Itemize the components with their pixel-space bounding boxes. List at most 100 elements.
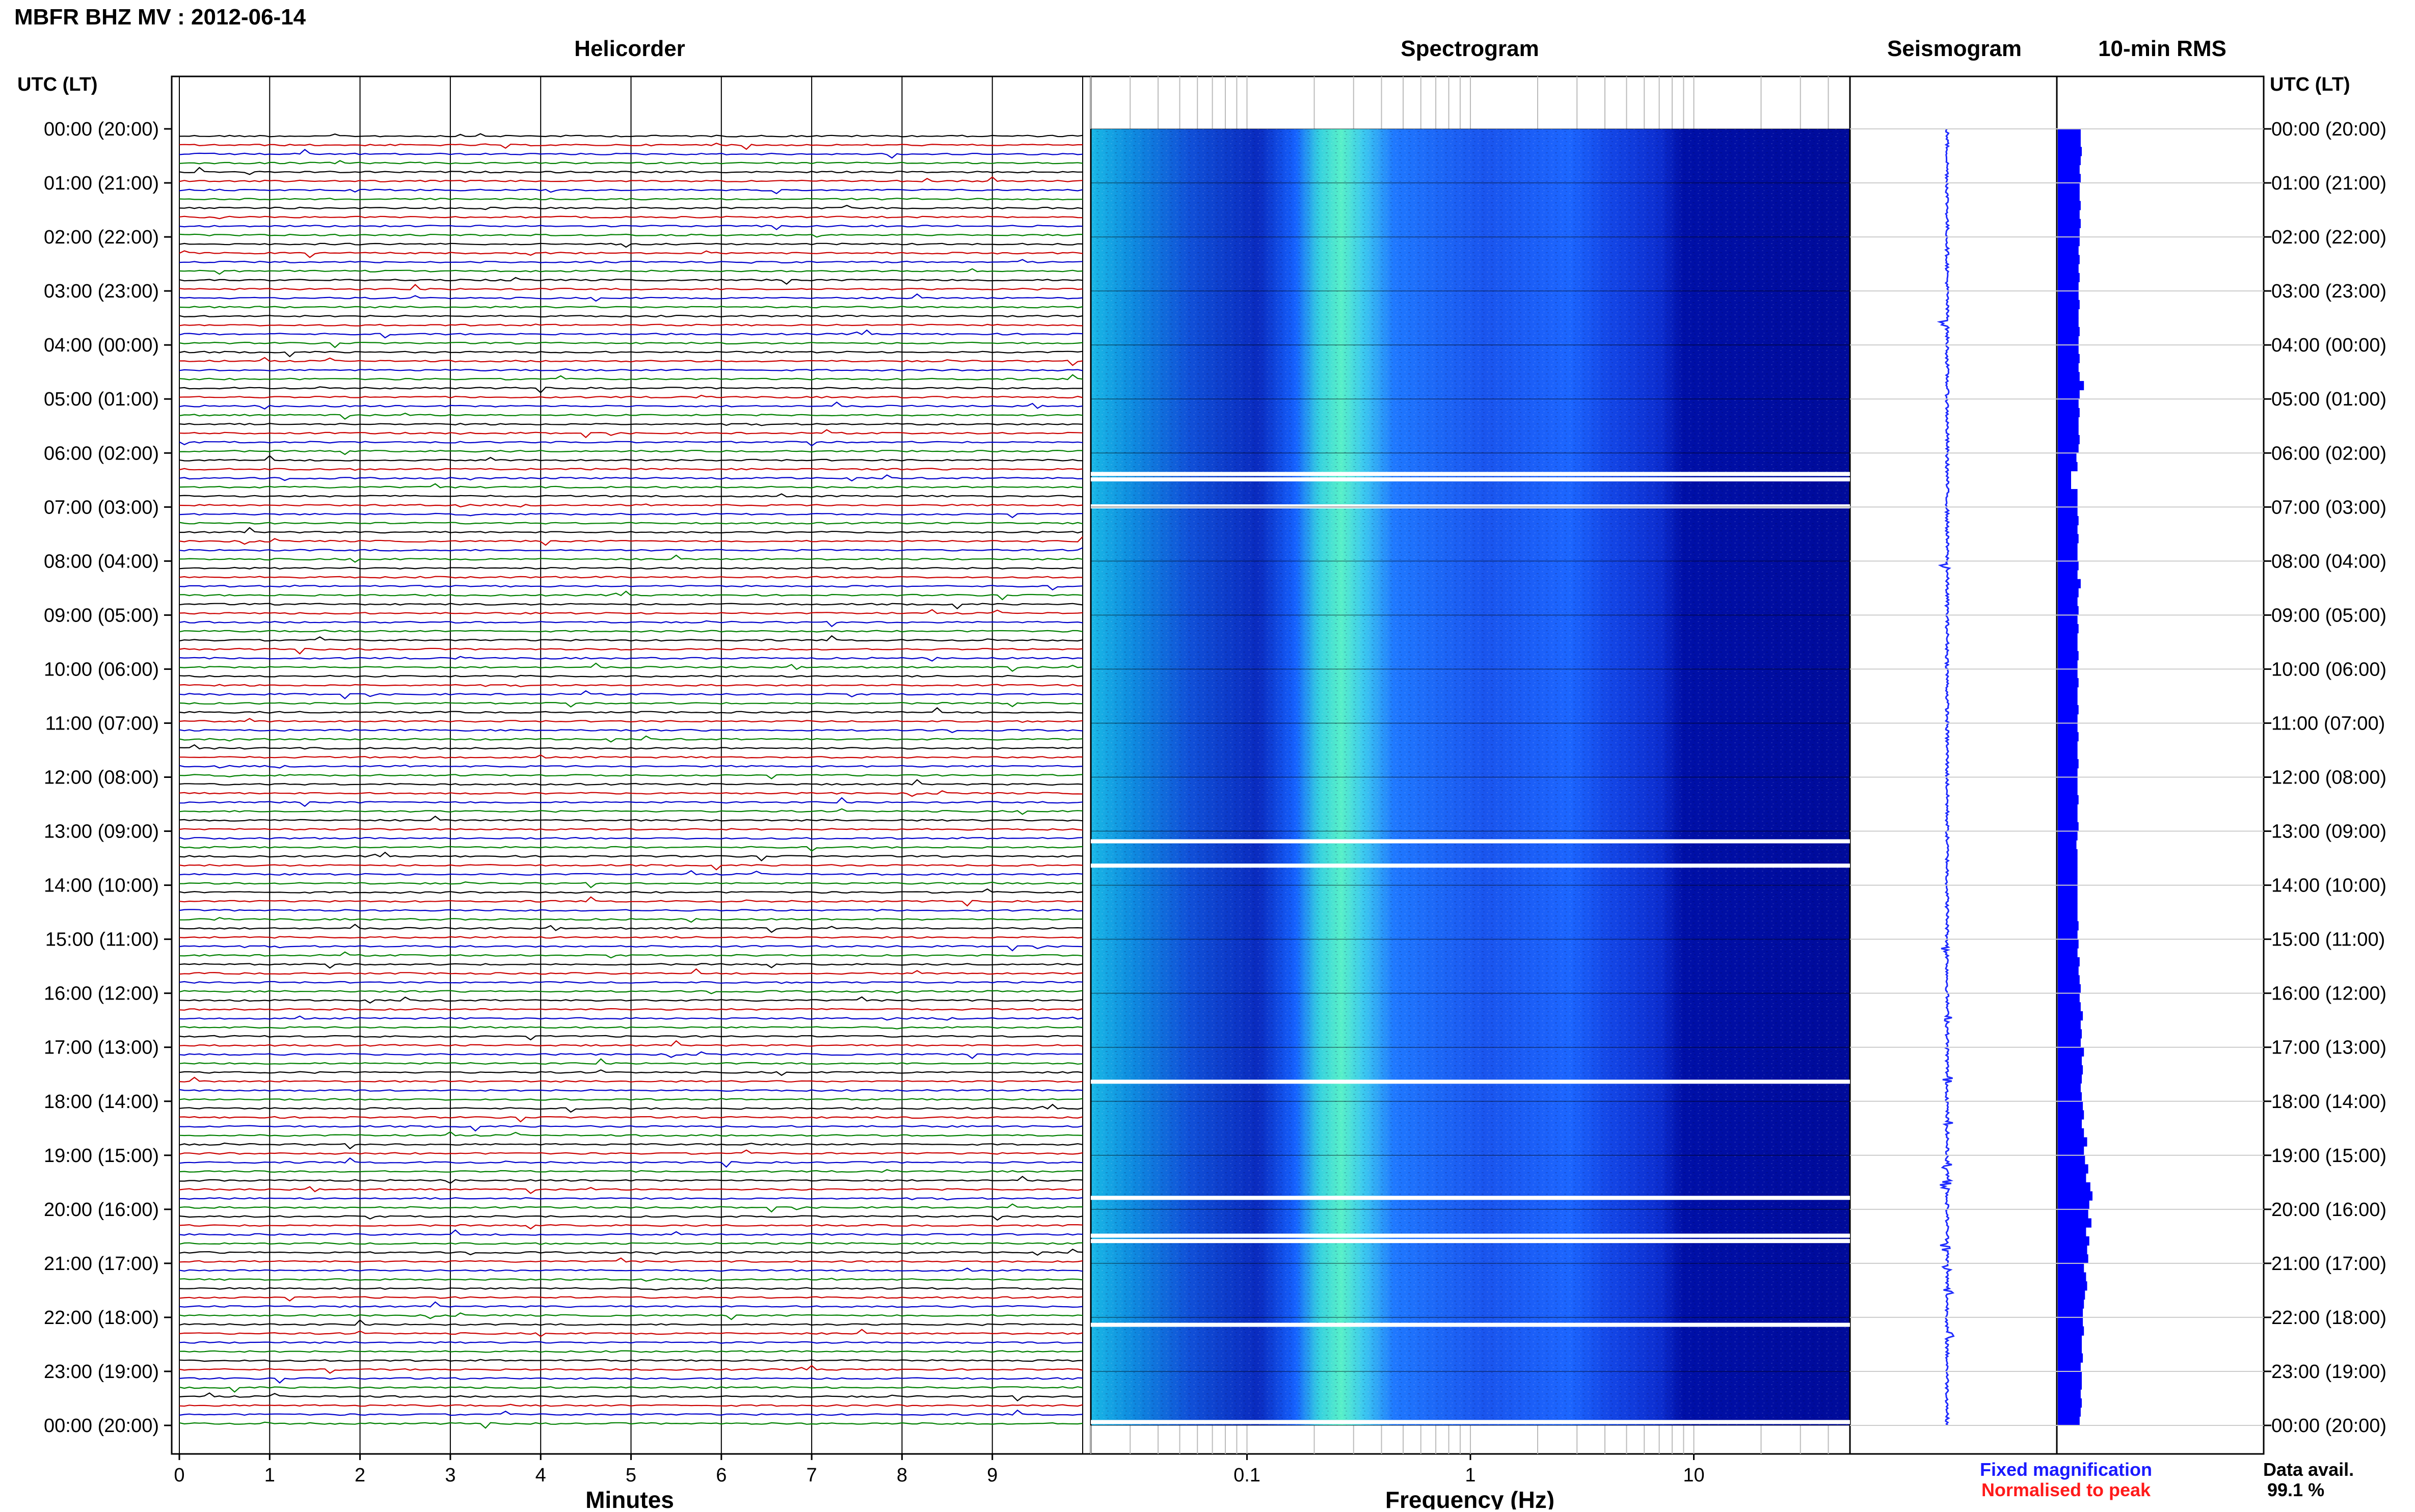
time-label-left: 13:00 (09:00) [44,821,159,843]
panel-title-rms: 10-min RMS [2098,36,2226,61]
rms-bar [2058,786,2078,796]
rms-bar [2058,210,2080,220]
rms-bar [2058,678,2079,688]
helicorder-trace-row [179,357,1083,366]
rms-bar [2058,1002,2081,1012]
time-label-right: 00:00 (20:00) [2271,119,2386,140]
helicorder-trace-row [179,1097,1083,1101]
helicorder-trace-row [179,341,1083,348]
helicorder-trace-row [179,1350,1083,1353]
helicorder-trace-row [179,744,1083,750]
rms-bar [2058,966,2079,976]
helicorder-trace-row [179,707,1083,714]
rms-bar [2058,714,2078,723]
helicorder-trace-row [179,215,1083,220]
rms-panel [2056,75,2265,1455]
helicorder-trace-row [179,728,1083,734]
rms-bar [2058,957,2080,967]
time-label-right: 09:00 (05:00) [2271,605,2386,626]
helicorder-trace-row [179,176,1083,182]
helicorder-trace-row [179,277,1083,285]
helicorder-trace-row [179,1131,1083,1137]
helicorder-trace-row [179,701,1083,708]
helicorder-trace-row [179,1035,1083,1041]
rms-bar [2058,246,2079,255]
rms-bar [2058,903,2078,913]
spectrogram-gaps [1091,472,1850,1424]
time-label-left: 01:00 (21:00) [44,173,159,194]
helicorder-trace-row [179,996,1083,1004]
helicorder-trace-row [179,329,1083,339]
rms-bar [2058,1020,2081,1030]
rms-bar [2058,552,2078,561]
rms-bar [2058,1056,2082,1066]
rms-bar [2058,507,2078,517]
rms-bar [2058,1416,2080,1426]
rms-bar [2058,1335,2082,1345]
rms-bar [2058,741,2078,750]
helicorder-trace-row [179,284,1083,291]
time-label-left: 09:00 (05:00) [44,605,159,626]
rms-bar [2058,219,2081,228]
helicorder-trace-row [179,662,1083,672]
rms-bar [2058,660,2078,669]
spectrogram-gap-line [1091,477,1850,481]
helicorder-trace-row [179,1359,1083,1362]
rms-bars [2058,129,2092,1426]
rms-bar [2058,894,2078,904]
time-label-left: 05:00 (01:00) [44,389,159,410]
rms-bar [2058,642,2078,652]
helicorder-trace-row [179,828,1083,831]
data-avail-value: 99.1 % [2267,1479,2324,1500]
helicorder-trace-row [179,1069,1083,1076]
helicorder-trace-row [179,774,1083,779]
rms-bar [2058,768,2078,777]
time-label-right: 14:00 (10:00) [2271,875,2386,897]
rms-bar [2058,606,2079,615]
helicorder-trace-row [179,1287,1083,1291]
rms-bar [2058,1263,2084,1273]
helicorder-trace-row [179,474,1083,482]
rms-bar [2058,1254,2088,1264]
helicorder-trace-row [179,1103,1083,1113]
helicorder-trace-row [179,1341,1083,1344]
time-label-left: 16:00 (12:00) [44,983,159,1005]
helicorder-trace-row [179,1015,1083,1021]
rms-bar [2058,1290,2085,1300]
helicorder-trace-row [179,386,1083,394]
helicorder-trace-row [179,990,1083,994]
helicorder-trace-row [179,1377,1083,1384]
rms-bar [2058,1101,2083,1111]
helicorder-trace-row [179,205,1083,210]
helicorder-trace-row [179,863,1083,871]
rms-bar [2058,867,2078,877]
helicorder-trace-row [179,1051,1083,1059]
helicorder-trace-row [179,846,1083,852]
rms-bar [2058,1371,2082,1381]
rms-bar [2058,750,2078,760]
rms-bar [2058,336,2079,345]
rms-bar [2058,939,2079,949]
helicorder-trace-row [179,1197,1083,1201]
helicorder-trace-row [179,394,1083,399]
helicorder-trace-row [179,149,1083,159]
helicorder-trace-row [179,1319,1083,1326]
rms-bar [2058,759,2079,769]
helicorder-trace-row [179,797,1083,807]
spectrogram-tick-label: 0.1 [1233,1465,1260,1486]
time-label-right: 07:00 (03:00) [2271,497,2386,518]
helicorder-trace-row [179,293,1083,302]
rms-bar [2058,1272,2086,1282]
rms-bar [2058,147,2082,156]
rms-bar [2058,975,2080,985]
helicorder-trace-row [179,1365,1083,1374]
rms-bar [2058,291,2079,301]
time-label-left: 18:00 (14:00) [44,1091,159,1113]
helicorder-tick-label: 9 [987,1465,998,1486]
rms-bar [2058,1146,2084,1156]
helicorder-trace-row [179,1116,1083,1123]
rms-bar [2058,1011,2083,1021]
helicorder-trace-row [179,1296,1083,1302]
helicorder-trace-row [179,449,1083,455]
